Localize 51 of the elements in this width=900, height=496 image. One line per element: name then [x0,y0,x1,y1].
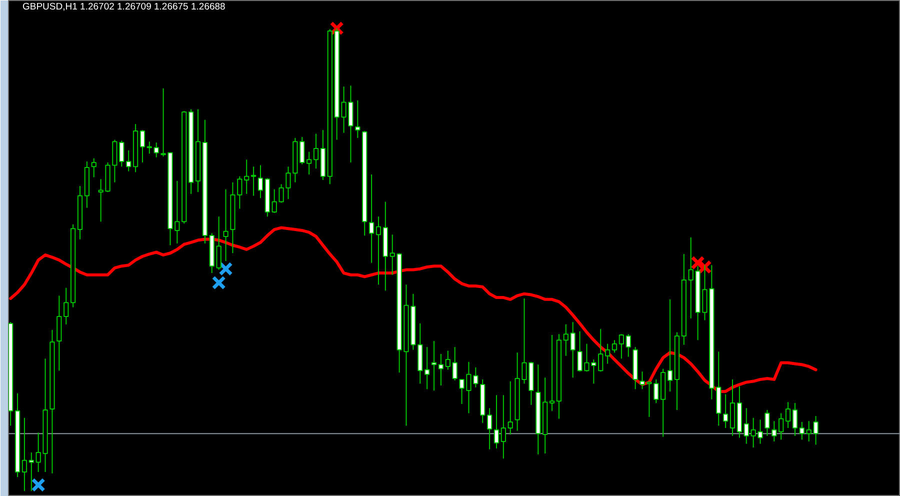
candlestick [792,402,798,436]
candlestick [772,420,777,442]
candlestick [799,422,805,440]
candlestick [244,159,250,194]
candlestick [612,340,618,354]
candlestick [431,340,437,392]
candlestick [570,322,576,378]
candlestick [764,409,770,436]
candlestick [438,353,444,386]
candlestick [445,350,450,370]
candlestick [368,174,374,264]
candlestick [126,150,132,172]
candlestick [667,298,673,392]
candlestick [626,334,631,358]
candlestick [22,417,28,492]
candlestick [28,452,34,492]
candlestick [64,287,69,325]
point [218,262,233,276]
candlestick [500,394,506,460]
candlestick [313,133,319,169]
candlestick [376,216,382,286]
candlestick [237,176,242,210]
candlestick [778,412,784,440]
candlestick [154,142,159,158]
chart-title: GBPUSD,H1 1.26702 1.26709 1.26675 1.26688 [22,2,226,12]
candlestick [146,141,152,154]
point [212,276,226,290]
candlestick [306,151,312,175]
candlestick [223,188,228,262]
candlestick [424,346,430,390]
candlestick [722,394,728,429]
candlestick [563,324,568,356]
candlestick [494,394,500,449]
candlestick [140,130,146,163]
candlestick [250,166,256,196]
candlestick [258,164,264,199]
candlestick [744,408,749,444]
point [698,260,712,274]
candlestick [508,380,513,435]
point [690,256,705,270]
candlestick [618,334,624,360]
candlestick [452,346,458,381]
point [330,21,344,36]
candlestick [91,158,96,178]
candlestick [486,408,492,450]
candlestick [355,100,360,138]
candlestick [785,402,791,429]
point [31,478,46,492]
candlestick [654,378,659,404]
candlestick [604,343,610,364]
candlestick [549,334,555,412]
